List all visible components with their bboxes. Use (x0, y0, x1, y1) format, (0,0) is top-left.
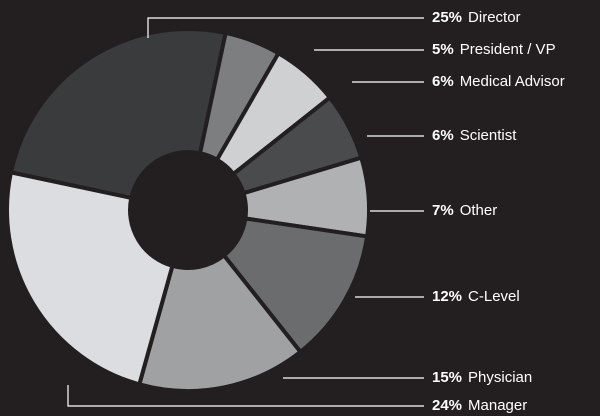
slice-percent: 12% (432, 288, 462, 305)
slice-label: 7% Other (432, 202, 497, 219)
slice (221, 216, 370, 355)
slice-name: Other (460, 202, 498, 219)
slice-percent: 6% (432, 73, 454, 90)
slice-percent: 25% (432, 9, 462, 26)
slice-label: 25% Director (432, 9, 521, 26)
slice (136, 252, 304, 393)
slice-percent: 6% (432, 127, 454, 144)
leader-line (147, 17, 424, 38)
slice-name: Director (468, 9, 521, 26)
slice-label: 15% Physician (432, 369, 532, 386)
slice-label: 24% Manager (432, 397, 527, 414)
slice-label: 6% Scientist (432, 127, 517, 144)
slice-name: C-Level (468, 288, 520, 305)
slice-label: 5% President / VP (432, 41, 556, 58)
slice-name: Physician (468, 369, 532, 386)
slice-name: Scientist (460, 127, 518, 144)
slice-percent: 5% (432, 41, 454, 58)
leader-line (67, 385, 424, 407)
slice (5, 169, 175, 387)
slice-name: Medical Advisor (460, 73, 565, 90)
slice-percent: 15% (432, 369, 462, 386)
slice-label: 6% Medical Advisor (432, 73, 565, 90)
slice-name: Manager (468, 397, 527, 414)
slice-label: 12% C-Level (432, 288, 520, 305)
slice-percent: 24% (432, 397, 462, 414)
slice (8, 27, 229, 201)
slice-percent: 7% (432, 202, 454, 219)
slice-name: President / VP (460, 41, 556, 58)
